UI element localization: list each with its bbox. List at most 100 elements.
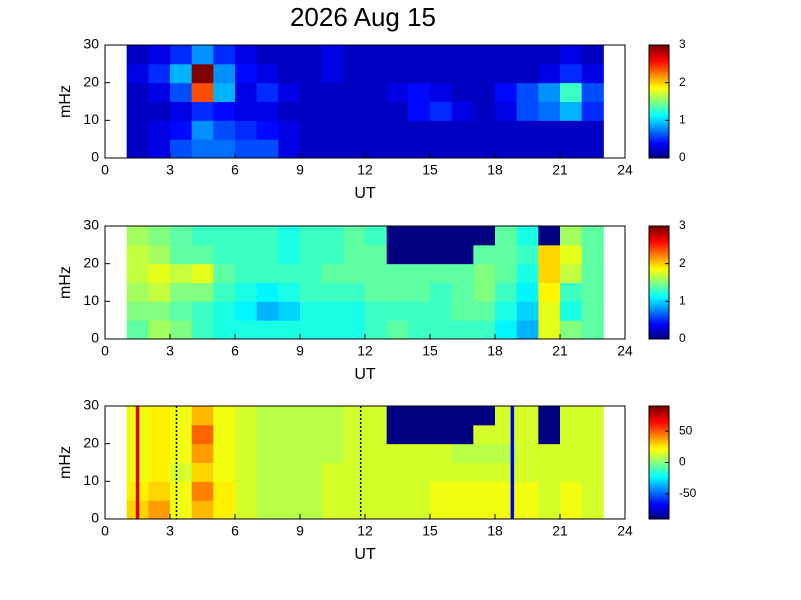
heatmap-cell (430, 443, 453, 463)
colorbar-segment (649, 506, 669, 509)
colorbar-segment (649, 80, 669, 83)
heatmap-cell (365, 63, 388, 84)
heatmap-cell (256, 139, 279, 159)
heatmap-cell (148, 101, 171, 121)
colorbar-segment (649, 247, 669, 250)
colorbar-segment (649, 331, 669, 335)
colorbar-segment (649, 284, 669, 287)
heatmap-cell (473, 462, 496, 482)
colorbar-segment (649, 515, 669, 518)
heatmap-cell (560, 462, 583, 482)
heatmap-cell (300, 244, 323, 265)
heatmap-cell (343, 462, 366, 482)
heatmap-cell (170, 406, 193, 426)
colorbar-segment (649, 110, 669, 113)
heatmap-cell (538, 424, 561, 445)
colorbar-segment (649, 488, 669, 492)
colorbar-segment (649, 298, 669, 301)
heatmap-cell (516, 301, 539, 321)
heatmap-cell (256, 120, 279, 140)
colorbar-segment (649, 305, 669, 308)
heatmap-cell (321, 226, 344, 246)
heatmap-cell (560, 244, 583, 265)
colorbar-segment (649, 240, 669, 243)
colorbar-segment (649, 50, 669, 53)
heatmap-cell (386, 481, 409, 501)
colorbar-segment (649, 264, 669, 268)
heatmap-cell (343, 120, 366, 140)
heatmap-cell (408, 226, 431, 246)
colorbar-segment (649, 87, 669, 90)
colorbar-segment (649, 94, 669, 97)
heatmap-cell (408, 101, 431, 121)
colorbar-segment (649, 156, 669, 159)
x-tick-label: 18 (487, 162, 503, 178)
heatmap-cell (581, 139, 604, 159)
heatmap-cell (408, 301, 431, 321)
heatmap-cell (560, 424, 583, 445)
heatmap-cell (538, 320, 561, 340)
colorbar-segment (649, 312, 669, 315)
y-tick-label: 0 (91, 510, 99, 526)
colorbar-segment (649, 293, 669, 296)
heatmap-cell (321, 244, 344, 265)
colorbar-segment (649, 64, 669, 67)
heatmap-cell (386, 320, 409, 340)
heatmap-cell (191, 301, 214, 321)
y-axis-label: mHz (57, 85, 74, 118)
heatmap-cell (235, 301, 258, 321)
heatmap-cell (495, 244, 518, 265)
heatmap-cell (408, 139, 431, 159)
heatmap-cell (430, 481, 453, 501)
colorbar-segment (649, 513, 669, 516)
x-tick-label: 12 (357, 162, 373, 178)
colorbar-segment (649, 439, 669, 442)
colorbar-segment (649, 421, 669, 425)
colorbar-segment (649, 286, 669, 289)
colorbar-segment (649, 92, 669, 95)
heatmap-cell (430, 120, 453, 140)
heatmap-cell (170, 263, 193, 283)
heatmap-cell (386, 120, 409, 140)
heatmap-cell (365, 301, 388, 321)
colorbar-segment (649, 52, 669, 55)
heatmap-cell (256, 424, 279, 445)
heatmap-cell (408, 481, 431, 501)
heatmap-cell (538, 301, 561, 321)
heatmap-cell (430, 45, 453, 65)
heatmap-cell (408, 63, 431, 84)
colorbar-segment (649, 236, 669, 239)
heatmap-cell (300, 406, 323, 426)
heatmap-cell (148, 500, 171, 520)
colorbar-segment (649, 409, 669, 412)
heatmap-cell (430, 63, 453, 84)
heatmap-cell (365, 45, 388, 65)
heatmap-cell (560, 481, 583, 501)
heatmap-cell (170, 424, 193, 445)
heatmap-cell (321, 301, 344, 321)
colorbar-segment (649, 430, 669, 433)
x-tick-label: 21 (552, 162, 568, 178)
heatmap-cell (191, 82, 214, 102)
y-tick-label: 10 (83, 292, 99, 308)
heatmap-cell (386, 500, 409, 520)
colorbar-segment (649, 142, 669, 145)
colorbar-segment (649, 434, 669, 437)
heatmap-cell (191, 139, 214, 159)
heatmap-cell (516, 320, 539, 340)
colorbar-segment (649, 330, 669, 333)
heatmap-cell (235, 320, 258, 340)
heatmap-cell (278, 320, 301, 340)
heatmap-cell (256, 443, 279, 463)
heatmap-cell (473, 226, 496, 246)
heatmap-cell (386, 282, 409, 302)
heatmap-cell (170, 63, 193, 84)
x-tick-label: 21 (552, 523, 568, 539)
heatmap-cell (148, 406, 171, 426)
colorbar-segment (649, 451, 669, 455)
colorbar-segment (649, 469, 669, 472)
y-axis-label: mHz (57, 266, 74, 299)
colorbar-tick-label: 1 (679, 113, 686, 127)
heatmap-cell (516, 500, 539, 520)
heatmap-cell (300, 301, 323, 321)
